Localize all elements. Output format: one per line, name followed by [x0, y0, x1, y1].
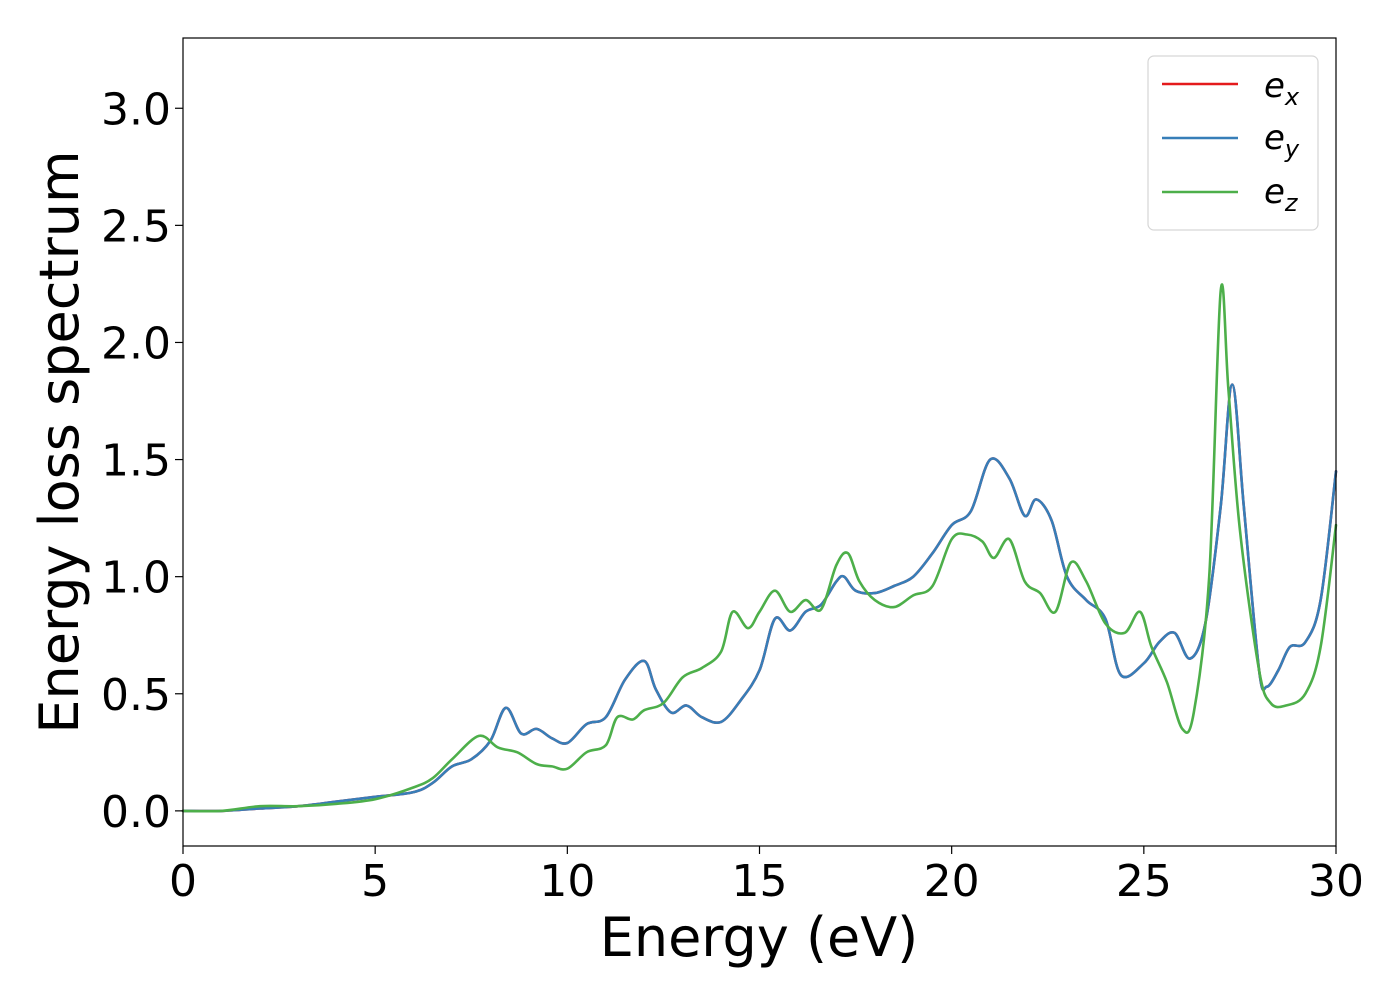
x-tick-label: 20 — [924, 856, 980, 907]
x-axis-label: Energy (eV) — [600, 906, 919, 969]
y-tick-label: 1.5 — [101, 436, 171, 487]
x-axis-ticks: 0 5 10 15 20 25 30 — [169, 846, 1364, 907]
series-layer — [181, 283, 1338, 813]
series-line-ey — [181, 383, 1338, 813]
x-tick-label: 0 — [169, 856, 197, 907]
plot-background — [183, 38, 1336, 846]
y-tick-label: 3.0 — [101, 84, 171, 135]
legend-base-ez: e — [1264, 172, 1285, 212]
y-tick-label: 1.0 — [101, 553, 171, 604]
legend-base-ex: e — [1264, 66, 1285, 106]
y-axis-label: Energy loss spectrum — [28, 150, 91, 733]
y-tick-label: 2.5 — [101, 201, 171, 252]
x-tick-label: 30 — [1308, 856, 1364, 907]
y-tick-label: 0.5 — [101, 670, 171, 721]
legend-box — [1147, 55, 1319, 231]
x-tick-label: 10 — [539, 856, 595, 907]
legend: ex ey ez — [1147, 55, 1319, 231]
x-tick-label: 5 — [361, 856, 389, 907]
x-tick-label: 25 — [1116, 856, 1172, 907]
legend-sub-ex: x — [1284, 83, 1300, 111]
y-axis-ticks: 0.0 0.5 1.0 1.5 2.0 2.5 3.0 — [101, 84, 183, 838]
x-tick-label: 15 — [732, 856, 788, 907]
y-tick-label: 2.0 — [101, 318, 171, 369]
legend-base-ey: e — [1264, 118, 1285, 158]
y-tick-label: 0.0 — [101, 787, 171, 838]
legend-sub-ey: y — [1284, 135, 1300, 163]
legend-label-ex: ex — [1264, 66, 1300, 111]
legend-sub-ez: z — [1284, 189, 1299, 217]
series-line-ez — [181, 283, 1338, 813]
legend-label-ez: ez — [1264, 172, 1299, 217]
legend-label-ey: ey — [1264, 118, 1300, 163]
